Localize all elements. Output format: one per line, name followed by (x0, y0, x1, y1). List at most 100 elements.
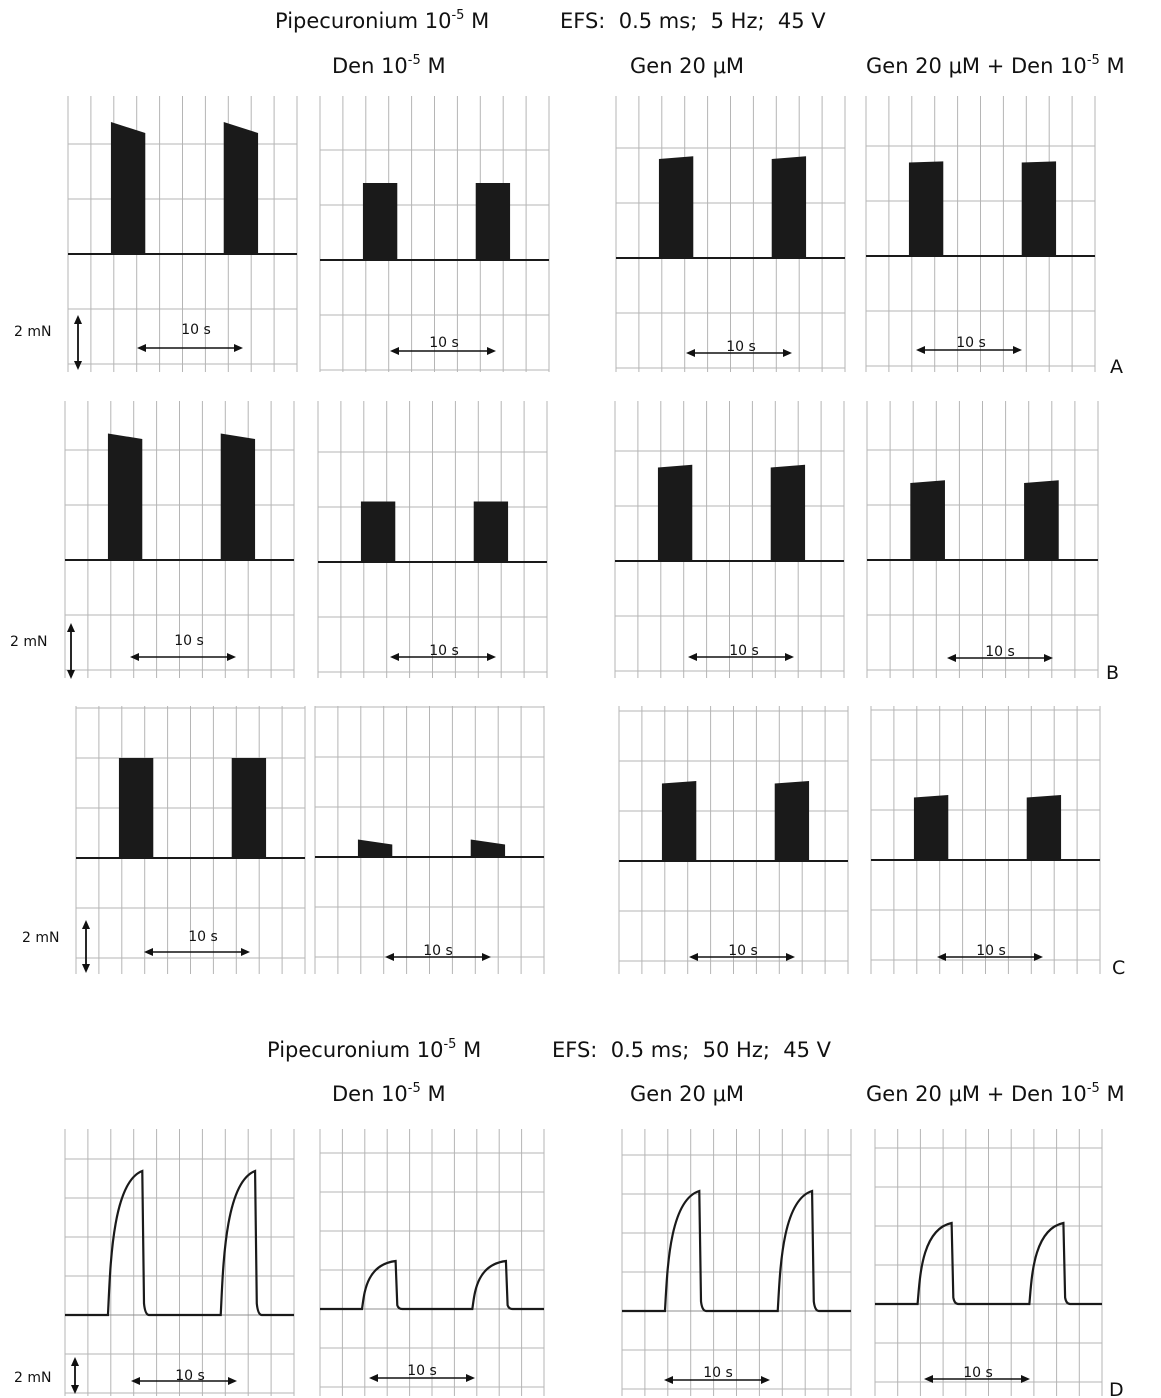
twitch-train-2 (770, 464, 806, 561)
arrow-left-icon (144, 948, 153, 956)
twitch-train-2 (1024, 480, 1059, 560)
arrow-right-icon (227, 653, 236, 661)
arrow-right-icon (487, 653, 496, 661)
force-scale-label: 2 mN (14, 324, 51, 340)
time-scale-label: 10 s (429, 335, 459, 351)
row-label: A (1110, 356, 1123, 378)
arrow-left-icon (916, 346, 925, 354)
trace-panel: 10 s (866, 401, 1099, 678)
arrow-left-icon (689, 953, 698, 961)
arrow-left-icon (390, 653, 399, 661)
arrow-left-icon (688, 653, 697, 661)
panel-row-a: 10 s 10 s 10 s 10 s 2 mN A (14, 96, 1123, 378)
twitch-train-2 (774, 781, 810, 861)
panel-row-d: 10 s 10 s 10 s 10 s 2 mN D (14, 1129, 1124, 1398)
arrow-left-icon (937, 953, 946, 961)
twitch-train-1 (360, 501, 396, 562)
time-scale-label: 10 s (976, 943, 1006, 959)
tetanic-trace (622, 1189, 851, 1313)
arrow-down-icon (71, 1385, 79, 1394)
arrow-right-icon (783, 349, 792, 357)
arrow-right-icon (1044, 654, 1053, 662)
trace-panel: 10 s (75, 706, 306, 974)
arrow-right-icon (482, 953, 491, 961)
trace-panel: 10 s (870, 706, 1101, 974)
trace-panel: 10 s (314, 706, 545, 974)
column-label-gen-den: Gen 20 μM + Den 10-5 M (866, 1081, 1125, 1106)
trace-panel: 10 s (865, 96, 1096, 372)
twitch-train-2 (470, 839, 506, 857)
arrow-down-icon (67, 670, 75, 679)
trace-panel: 10 s (64, 1129, 295, 1396)
arrow-right-icon (234, 344, 243, 352)
time-scale-label: 10 s (423, 943, 453, 959)
arrow-down-icon (74, 361, 82, 370)
time-scale-label: 10 s (703, 1365, 733, 1381)
trace-panel: 10 s (64, 401, 295, 678)
arrow-left-icon (385, 953, 394, 961)
twitch-train-2 (1026, 795, 1062, 860)
trace-panel: 10 s (67, 96, 298, 372)
twitch-train-1 (910, 480, 945, 560)
arrow-right-icon (241, 948, 250, 956)
twitch-train-1 (657, 464, 693, 561)
arrow-left-icon (131, 1377, 140, 1385)
trace-panel: 10 s (614, 401, 845, 678)
twitch-train-2 (475, 183, 511, 260)
time-scale-label: 10 s (429, 643, 459, 659)
panels-layer: 10 s 10 s 10 s 10 s 2 mN A 10 s 10 s 10 s 10 s 2 m… (10, 96, 1125, 1398)
arrow-up-icon (82, 920, 90, 929)
force-scale-label: 2 mN (10, 634, 47, 650)
twitch-train-1 (110, 122, 146, 254)
twitch-train-1 (913, 795, 949, 860)
column-label-den: Den 10-5 M (332, 53, 446, 78)
time-scale-label: 10 s (181, 322, 211, 338)
arrow-right-icon (466, 1374, 475, 1382)
twitch-train-2 (771, 156, 807, 258)
arrow-right-icon (786, 953, 795, 961)
arrow-left-icon (390, 347, 399, 355)
arrow-left-icon (947, 654, 956, 662)
arrow-up-icon (71, 1357, 79, 1366)
twitch-train-2 (223, 122, 259, 254)
twitch-train-1 (908, 161, 944, 256)
header-5hz: Pipecuronium 10-5 M EFS: 0.5 ms; 5 Hz; 4… (275, 8, 1125, 78)
column-label-gen: Gen 20 μM (630, 54, 744, 78)
row-label: B (1106, 662, 1119, 684)
twitch-train-2 (220, 433, 256, 560)
header-title: Pipecuronium 10-5 M (275, 8, 489, 33)
arrow-left-icon (924, 1375, 933, 1383)
trace-panel: 10 s (319, 96, 550, 372)
panel-row-c: 10 s 10 s 10 s 10 s 2 mN C (22, 706, 1125, 979)
twitch-train-1 (658, 156, 694, 258)
twitch-train-2 (1021, 161, 1057, 256)
header-efs: EFS: 0.5 ms; 50 Hz; 45 V (552, 1038, 832, 1062)
tetanic-trace (65, 1169, 294, 1317)
time-scale-label: 10 s (729, 643, 759, 659)
header-title: Pipecuronium 10-5 M (267, 1037, 481, 1062)
twitch-train-2 (231, 758, 267, 858)
arrow-right-icon (1034, 953, 1043, 961)
time-scale-label: 10 s (956, 335, 986, 351)
arrow-down-icon (82, 964, 90, 973)
time-scale-label: 10 s (963, 1365, 993, 1381)
trace-panel: 10 s (319, 1129, 545, 1396)
tetanic-trace (875, 1221, 1102, 1306)
twitch-train-1 (118, 758, 154, 858)
twitch-train-1 (362, 183, 398, 260)
header-50hz: Pipecuronium 10-5 M EFS: 0.5 ms; 50 Hz; … (267, 1037, 1125, 1106)
arrow-left-icon (369, 1374, 378, 1382)
arrow-right-icon (1021, 1375, 1030, 1383)
arrow-right-icon (228, 1377, 237, 1385)
arrow-left-icon (664, 1376, 673, 1384)
time-scale-label: 10 s (175, 1368, 205, 1384)
twitch-train-1 (661, 781, 697, 861)
arrow-left-icon (137, 344, 146, 352)
column-label-gen-den: Gen 20 μM + Den 10-5 M (866, 53, 1125, 78)
trace-panel: 10 s (618, 706, 849, 974)
trace-panel: 10 s (317, 401, 548, 678)
row-label: D (1109, 1379, 1124, 1398)
time-scale-label: 10 s (174, 633, 204, 649)
twitch-train-1 (107, 433, 143, 560)
